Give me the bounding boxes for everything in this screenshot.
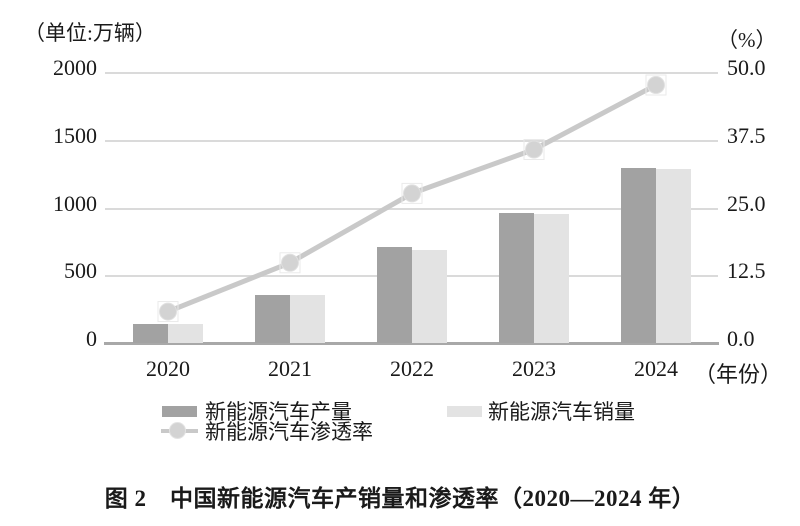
penetration-marker-2023 <box>525 140 543 159</box>
left-axis-tick-label: 0 <box>86 326 97 351</box>
right-axis-tick-label: 25.0 <box>727 190 766 216</box>
gridline <box>105 139 718 142</box>
penetration-marker-2021 <box>281 253 299 272</box>
left-axis-unit-label: （单位:万辆） <box>24 21 156 45</box>
x-axis-line <box>104 342 719 345</box>
left-axis-tick-label: 1500 <box>53 122 97 148</box>
bar-production-2024 <box>621 168 656 343</box>
right-axis-unit-label: （%） <box>717 28 777 52</box>
bar-sales-2021 <box>290 295 325 343</box>
right-axis-tick-label: 37.5 <box>727 122 766 148</box>
bar-production-2022 <box>377 247 412 343</box>
penetration-marker-2024 <box>647 76 665 95</box>
bar-sales-2020 <box>168 324 203 343</box>
right-axis-tick-label: 12.5 <box>727 258 766 284</box>
marker-box-2021 <box>279 252 301 274</box>
bar-sales-2022 <box>412 250 447 343</box>
x-axis-unit-label: （年份） <box>694 362 783 387</box>
left-axis-tick-label: 1000 <box>53 190 97 216</box>
x-axis-tick-label-2020: 2020 <box>146 356 190 381</box>
marker-box-2024 <box>645 74 667 96</box>
x-axis-tick-label-2021: 2021 <box>268 356 312 381</box>
legend-label-penetration: 新能源汽车渗透率 <box>205 420 373 444</box>
right-axis-tick-label: 50.0 <box>727 55 766 80</box>
penetration-marker-2022 <box>403 184 421 203</box>
legend-swatch-sales <box>447 406 482 417</box>
figure-caption: 图 2 中国新能源汽车产销量和渗透率（2020—2024 年） <box>104 486 696 511</box>
legend-label-sales: 新能源汽车销量 <box>488 400 635 424</box>
x-axis-tick-label-2024: 2024 <box>634 356 678 381</box>
bar-production-2020 <box>133 324 168 343</box>
marker-box-2023 <box>523 139 545 161</box>
marker-box-2020 <box>157 301 179 323</box>
left-axis-tick-label: 500 <box>64 258 97 284</box>
right-axis-tick-label: 0.0 <box>727 326 755 351</box>
penetration-line-layer <box>157 74 667 323</box>
legend-swatch-production <box>162 406 197 417</box>
x-axis-tick-label-2022: 2022 <box>390 356 434 381</box>
penetration-marker-2020 <box>159 302 177 321</box>
legend-marker-sample <box>169 422 186 439</box>
plot-area <box>104 72 719 345</box>
bar-sales-2024 <box>656 169 691 343</box>
bar-sales-2023 <box>534 214 569 343</box>
x-axis-tick-label-2023: 2023 <box>512 356 556 381</box>
marker-box-2022 <box>401 182 423 204</box>
legend-label-production: 新能源汽车产量 <box>205 400 352 424</box>
left-axis-tick-label: 2000 <box>53 55 97 80</box>
gridline <box>105 72 718 74</box>
bar-production-2023 <box>499 213 534 343</box>
bar-production-2021 <box>255 295 290 343</box>
gridline <box>105 207 718 210</box>
